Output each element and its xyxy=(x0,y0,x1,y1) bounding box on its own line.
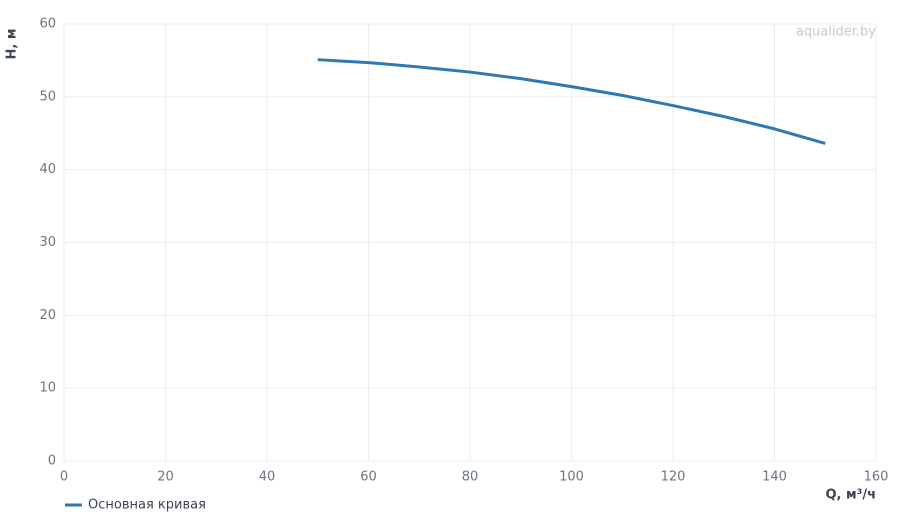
x-tick-label: 100 xyxy=(559,470,584,485)
y-tick-label: 40 xyxy=(39,162,56,177)
x-tick-label: 20 xyxy=(157,470,174,485)
y-tick-label: 10 xyxy=(39,381,56,396)
x-tick-label: 60 xyxy=(360,470,377,485)
x-tick-label: 160 xyxy=(864,470,889,485)
x-tick-label: 40 xyxy=(259,470,276,485)
y-tick-label: 60 xyxy=(39,17,56,32)
y-tick-label: 50 xyxy=(39,89,56,104)
y-tick-label: 0 xyxy=(48,454,56,469)
legend-label: Основная кривая xyxy=(88,498,206,513)
y-tick-label: 30 xyxy=(39,235,56,250)
x-tick-label: 80 xyxy=(462,470,479,485)
x-axis-title: Q, м³/ч xyxy=(825,488,876,503)
line-series xyxy=(317,58,826,145)
x-tick-label: 140 xyxy=(762,470,787,485)
y-tick-label: 20 xyxy=(39,308,56,323)
y-axis-title: H, м xyxy=(5,29,20,60)
x-tick-label: 0 xyxy=(60,470,68,485)
x-tick-label: 120 xyxy=(661,470,686,485)
watermark: aqualider.by xyxy=(796,25,876,40)
